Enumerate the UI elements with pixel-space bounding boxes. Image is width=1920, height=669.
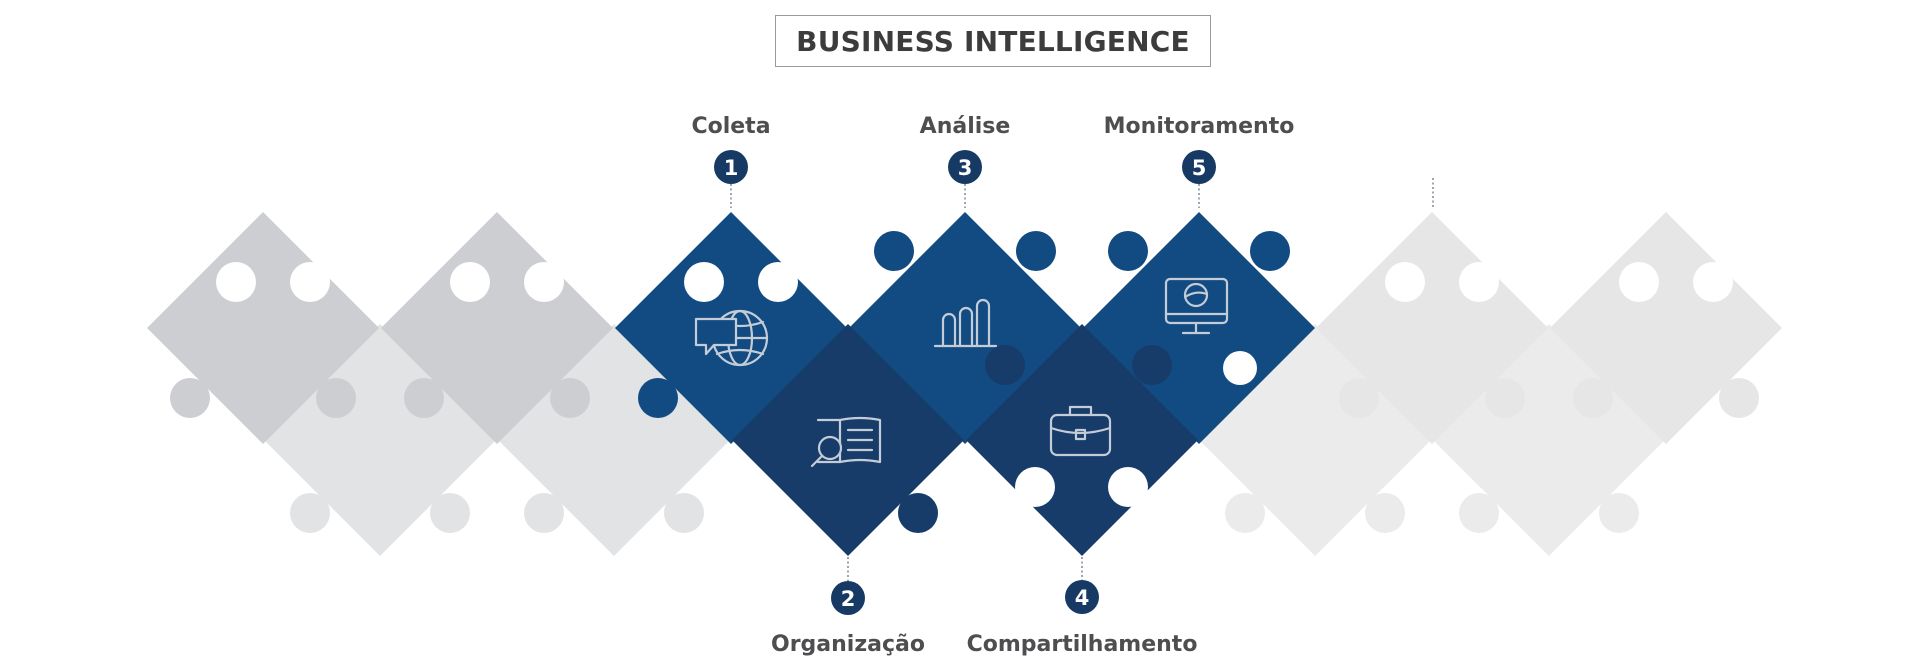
step-label: Coleta xyxy=(691,114,770,139)
puzzle-piece-gray-top-4 xyxy=(1550,212,1782,444)
step-number: 5 xyxy=(1192,156,1207,180)
step-badge xyxy=(1065,580,1099,614)
puzzle-piece-1 xyxy=(615,212,847,444)
puzzle-piece-gray-top-1 xyxy=(147,212,379,444)
briefcase-icon xyxy=(1049,405,1112,457)
puzzle-piece-gray-bottom-3 xyxy=(1199,324,1431,556)
puzzle-piece-gray-top-3 xyxy=(1316,212,1548,444)
puzzle-piece-gray-bottom-2 xyxy=(498,324,730,556)
puzzle-piece-gray-bottom-1 xyxy=(264,324,496,556)
step-label: Compartilhamento xyxy=(967,632,1198,657)
step-badge xyxy=(948,150,982,184)
puzzle-piece-2 xyxy=(732,324,964,556)
puzzle-piece-3 xyxy=(849,212,1081,444)
step-label: Monitoramento xyxy=(1104,114,1295,139)
step-label: Organização xyxy=(771,632,925,657)
step-4: 4 Compartilhamento xyxy=(967,580,1198,657)
step-1: 1 Coleta xyxy=(691,114,771,184)
puzzle-piece-gray-bottom-4 xyxy=(1433,324,1665,556)
connectors xyxy=(730,178,1434,582)
document-search-icon xyxy=(810,416,882,468)
step-2: 2 Organização xyxy=(771,581,925,657)
step-number: 1 xyxy=(724,156,739,180)
bar-chart-icon xyxy=(933,298,998,348)
step-label: Análise xyxy=(920,114,1011,139)
monitor-icon xyxy=(1164,277,1229,335)
puzzle-piece-5 xyxy=(1083,212,1315,444)
puzzle-piece-4 xyxy=(966,324,1198,556)
puzzle-notch xyxy=(1223,351,1257,385)
step-5: 5 Monitoramento xyxy=(1104,114,1295,184)
globe-chat-icon xyxy=(694,309,769,367)
step-badge xyxy=(831,581,865,615)
step-number: 3 xyxy=(958,156,973,180)
step-number: 4 xyxy=(1075,586,1090,610)
step-badge xyxy=(1182,150,1216,184)
puzzle-piece-gray-top-2 xyxy=(381,212,613,444)
step-3: 3 Análise xyxy=(920,114,1011,184)
diagram-title: BUSINESS INTELLIGENCE xyxy=(775,15,1211,67)
step-number: 2 xyxy=(841,587,856,611)
step-badge xyxy=(714,150,748,184)
